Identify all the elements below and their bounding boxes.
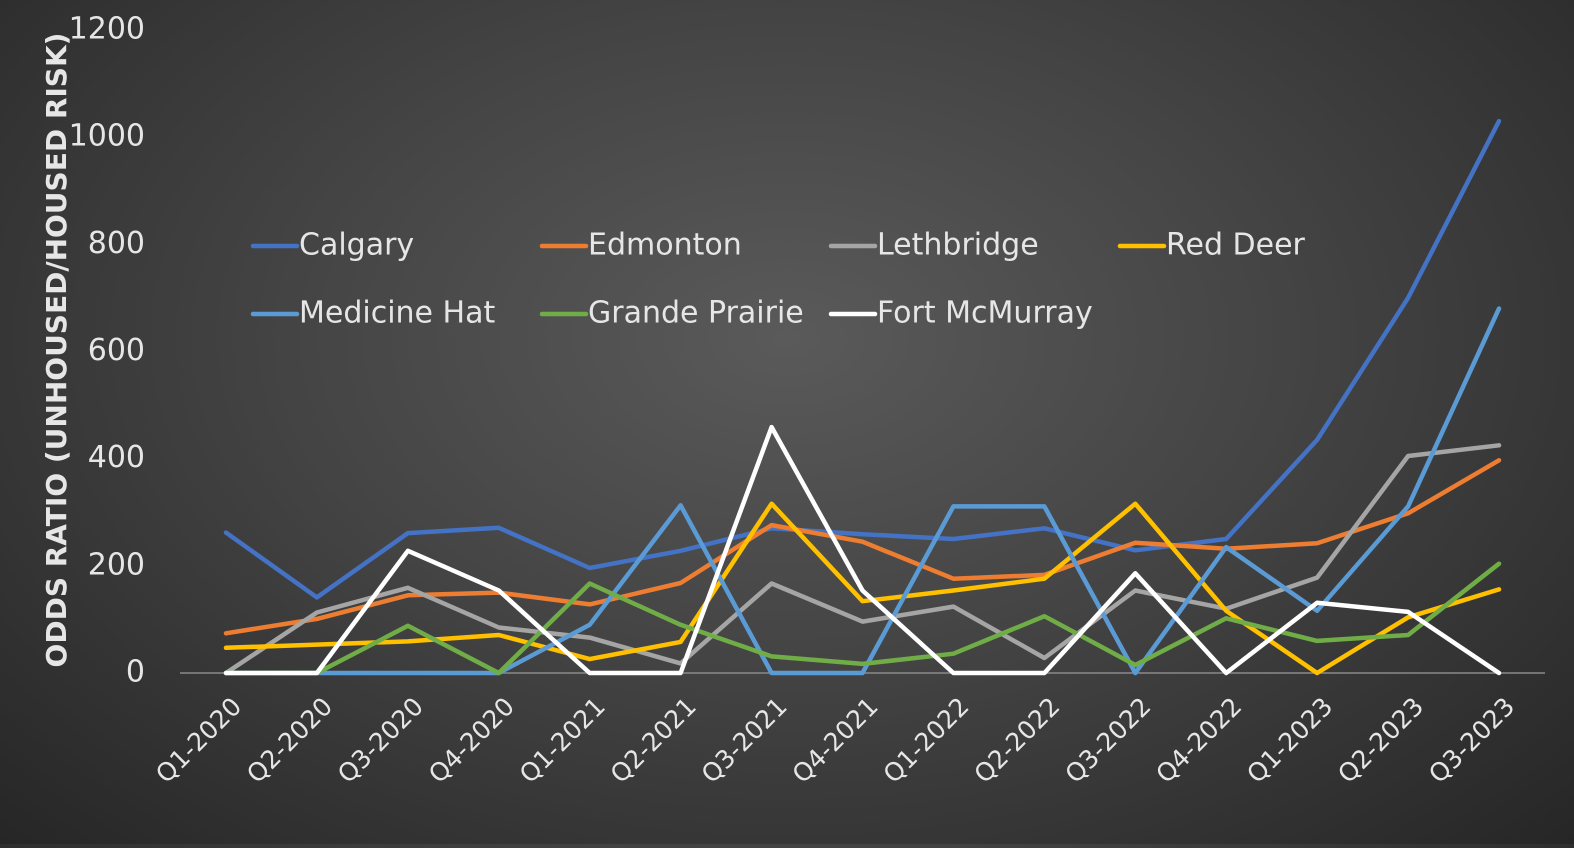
series-line-fort-mcmurray — [223, 424, 1502, 676]
legend: Calgary Edmonton Lethbridge Red Deer Medicin… — [250, 228, 1306, 331]
legend-label: Calgary — [299, 228, 414, 263]
x-tick-label: Q1-2023 — [1241, 692, 1338, 789]
x-tick-label: Q1-2021 — [514, 692, 611, 789]
y-tick-label: 1000 — [69, 119, 145, 154]
y-tick-label: 0 — [126, 655, 145, 690]
x-tick-label: Q3-2022 — [1059, 692, 1156, 789]
y-tick-label: 1200 — [69, 12, 145, 47]
legend-label: Fort McMurray — [877, 296, 1093, 331]
x-tick-label: Q4-2021 — [787, 692, 884, 789]
x-axis-ticks: Q1-2020Q2-2020Q3-2020Q4-2020Q1-2021Q2-20… — [150, 692, 1520, 789]
y-tick-label: 400 — [88, 440, 145, 475]
y-tick-label: 800 — [88, 226, 145, 261]
x-tick-label: Q3-2023 — [1423, 692, 1520, 789]
legend-item-medicine-hat: Medicine Hat — [250, 296, 495, 331]
legend-label: Medicine Hat — [299, 296, 495, 331]
y-tick-label: 200 — [88, 547, 145, 582]
x-tick-label: Q2-2022 — [969, 692, 1066, 789]
legend-item-lethbridge: Lethbridge — [828, 228, 1039, 263]
x-tick-label: Q2-2020 — [241, 692, 338, 789]
series-line-medicine-hat — [223, 306, 1502, 676]
y-axis-title: ODDS RATIO (UNHOUSED/HOUSED RISK) — [40, 33, 73, 668]
series-line-calgary — [223, 118, 1502, 600]
legend-item-edmonton: Edmonton — [539, 228, 742, 263]
x-tick-label: Q4-2020 — [423, 692, 520, 789]
x-tick-label: Q3-2021 — [696, 692, 793, 789]
legend-item-grande-prairie: Grande Prairie — [539, 296, 804, 331]
legend-item-red-deer: Red Deer — [1117, 228, 1306, 263]
x-tick-label: Q4-2022 — [1150, 692, 1247, 789]
x-tick-label: Q3-2020 — [332, 692, 429, 789]
y-axis-title-group: ODDS RATIO (UNHOUSED/HOUSED RISK) — [40, 33, 73, 668]
legend-label: Lethbridge — [877, 228, 1039, 263]
legend-label: Grande Prairie — [588, 296, 804, 331]
x-tick-label: Q2-2021 — [605, 692, 702, 789]
legend-label: Edmonton — [588, 228, 742, 263]
series-lines — [223, 118, 1502, 676]
y-tick-label: 600 — [88, 333, 145, 368]
series-line-edmonton — [223, 458, 1502, 636]
x-tick-label: Q1-2022 — [878, 692, 975, 789]
series-line-grande-prairie — [223, 561, 1502, 676]
x-tick-label: Q1-2020 — [150, 692, 247, 789]
legend-item-calgary: Calgary — [250, 228, 414, 263]
y-axis-ticks: 0 200 400 600 800 1000 1200 — [69, 12, 145, 690]
legend-label: Red Deer — [1166, 228, 1306, 263]
legend-item-fort-mcmurray: Fort McMurray — [828, 296, 1093, 331]
x-tick-label: Q2-2023 — [1332, 692, 1429, 789]
